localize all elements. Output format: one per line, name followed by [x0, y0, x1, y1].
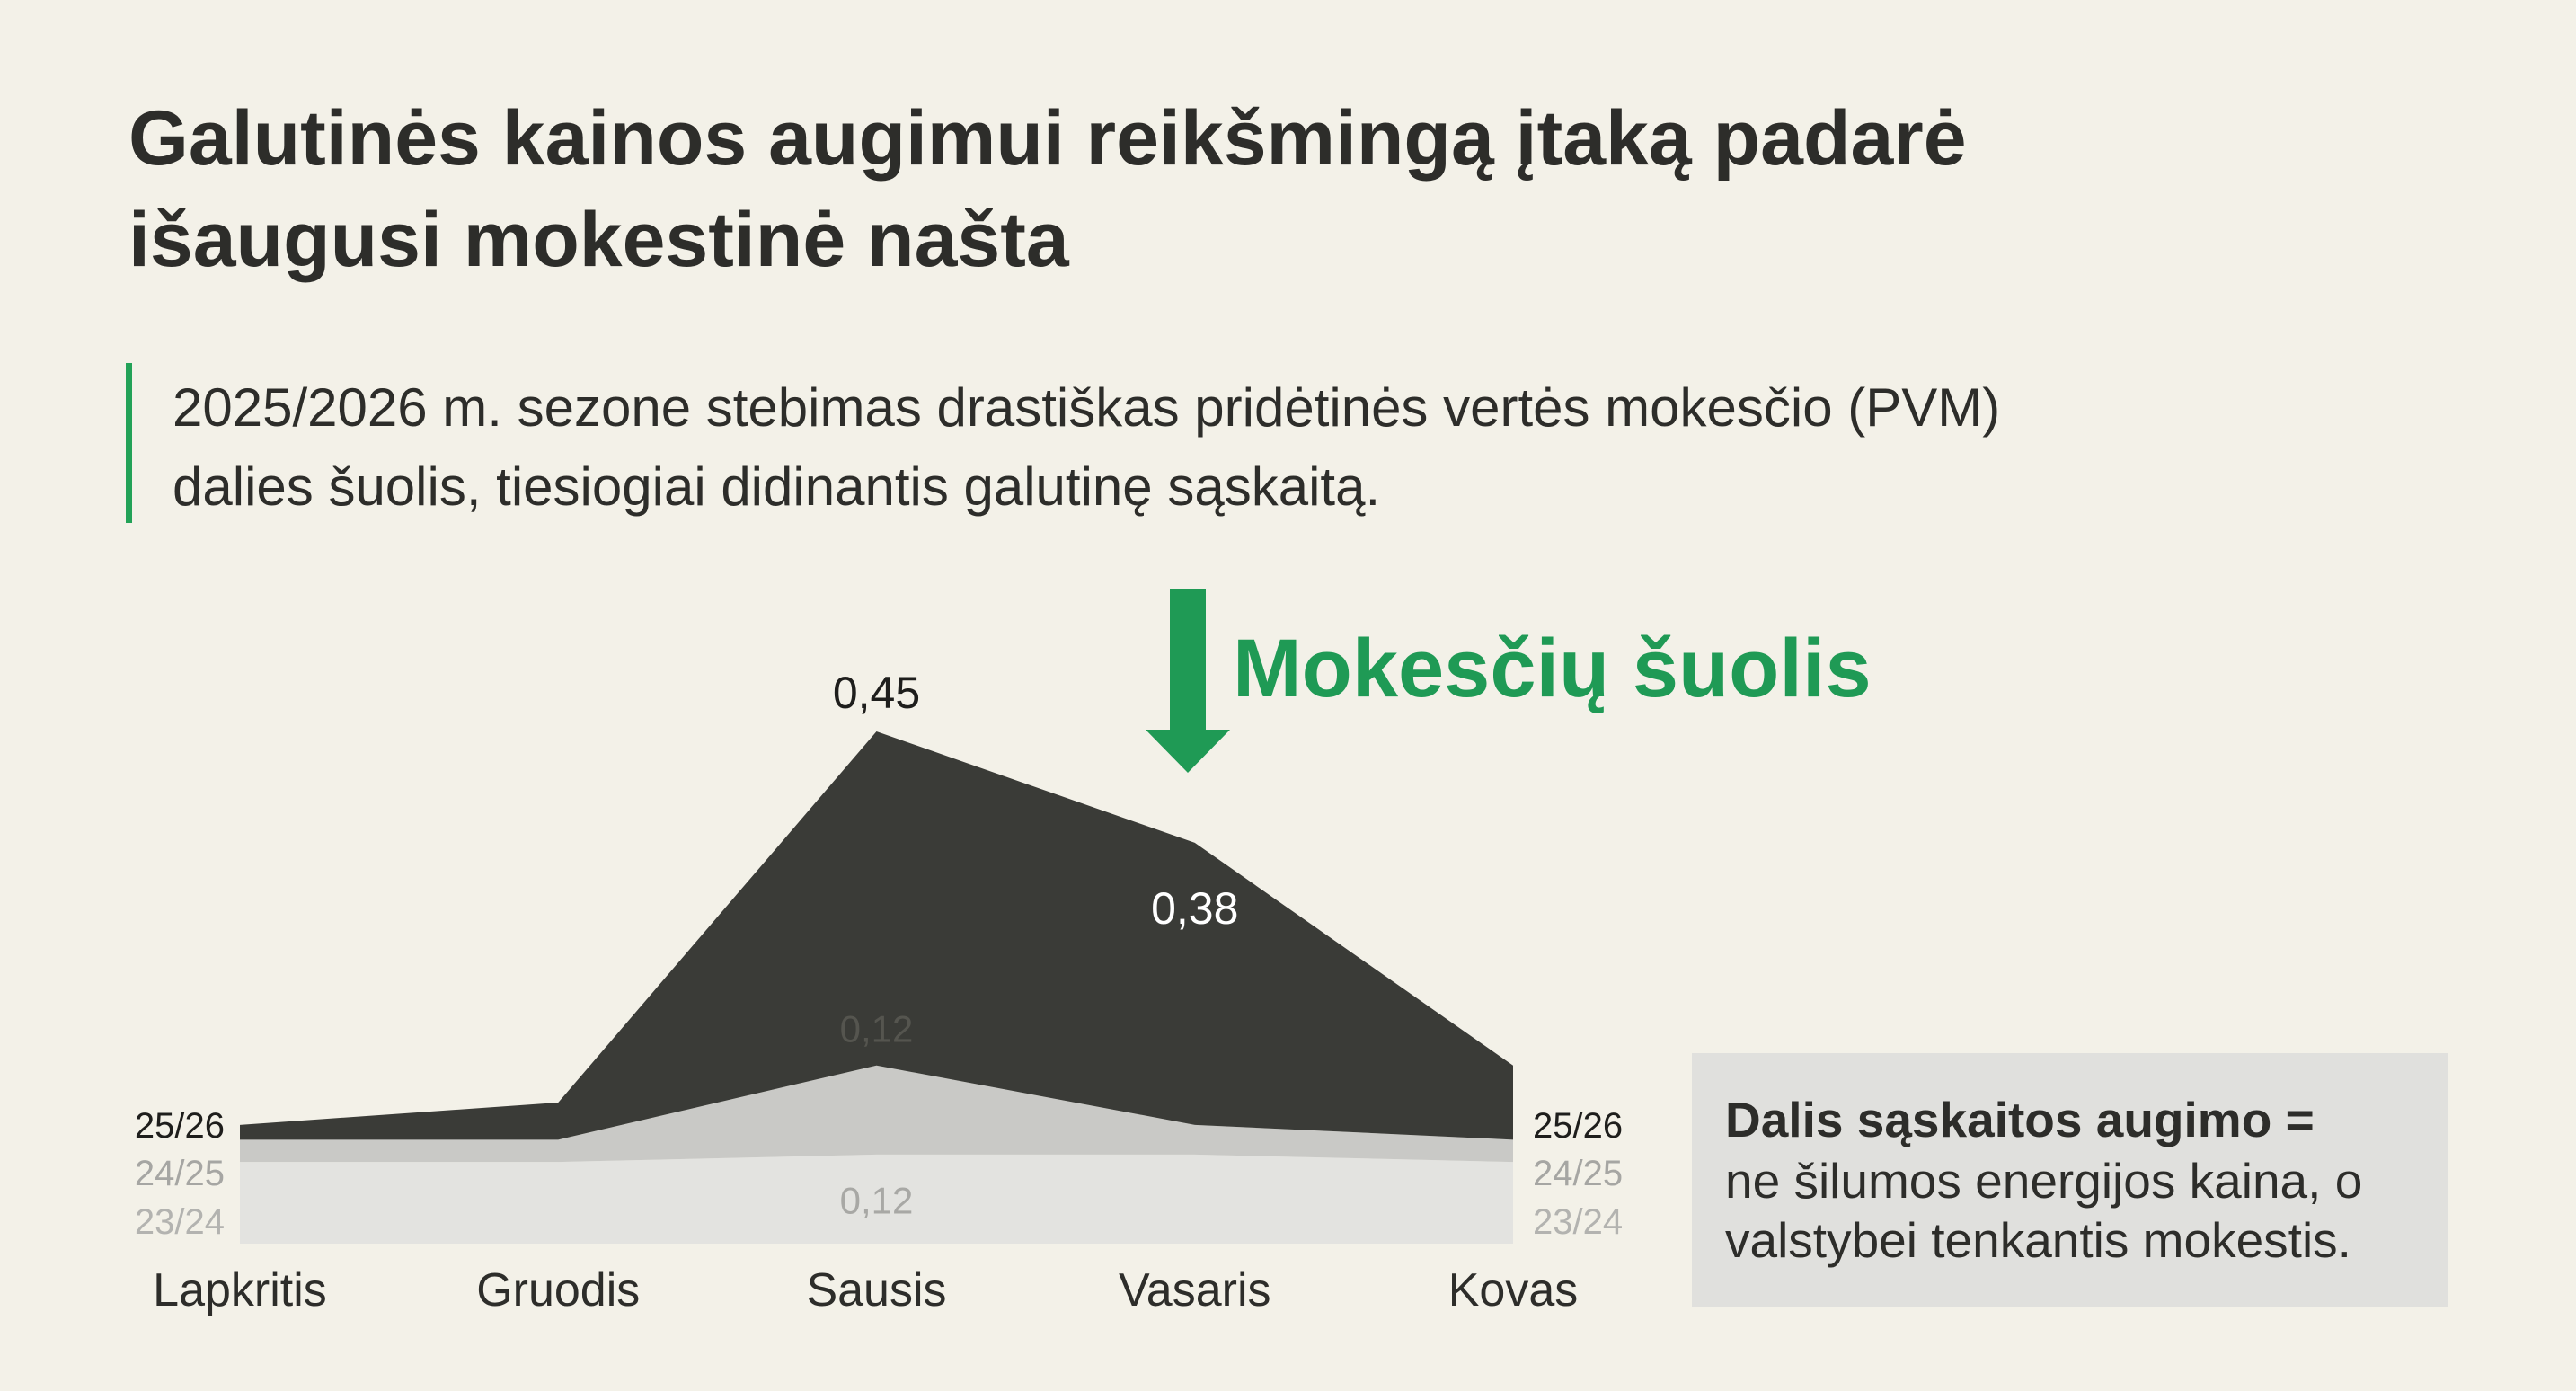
- value-label: 0,45: [833, 668, 920, 718]
- legend-label: 24/25: [1533, 1154, 1623, 1193]
- annotation: Mokesčių šuolis: [1233, 623, 1872, 714]
- legend-label: 24/25: [135, 1154, 225, 1193]
- arrow-shaft: [1170, 589, 1206, 733]
- title-line: Galutinės kainos augimui reikšmingą įtak…: [128, 95, 1967, 182]
- legend-label: 25/26: [1533, 1106, 1623, 1146]
- value-label: 0,12: [840, 1008, 914, 1050]
- x-tick-label: Sausis: [806, 1264, 946, 1316]
- area: [240, 1065, 1513, 1163]
- value-label: 0,12: [840, 1179, 914, 1221]
- subtitle-accent: [126, 363, 132, 523]
- subtitle-line: 2025/2026 m. sezone stebimas drastiškas …: [173, 377, 2000, 438]
- callout-box: [1692, 1053, 2448, 1307]
- callout-line: valstybei tenkantis mokestis.: [1725, 1212, 2351, 1268]
- value-label: 0,38: [1151, 883, 1238, 934]
- x-tick-label: Lapkritis: [153, 1264, 327, 1316]
- area: [240, 1154, 1513, 1244]
- x-tick-label: Kovas: [1448, 1264, 1579, 1316]
- title-line: išaugusi mokestinė našta: [128, 197, 1070, 283]
- annotation-arrow: [1146, 589, 1230, 773]
- subtitle-line: dalies šuolis, tiesiogiai didinantis gal…: [173, 456, 1380, 517]
- legend-label: 23/24: [1533, 1202, 1623, 1242]
- callout-line: Dalis sąskaitos augimo =: [1725, 1092, 2315, 1147]
- legend-label: 23/24: [135, 1202, 225, 1242]
- arrow-head: [1146, 730, 1230, 773]
- x-tick-label: Gruodis: [476, 1264, 640, 1316]
- legend-label: 25/26: [135, 1106, 225, 1146]
- x-tick-label: Vasaris: [1119, 1264, 1271, 1316]
- callout-line: ne šilumos energijos kaina, o: [1725, 1153, 2362, 1209]
- area: [240, 731, 1513, 1140]
